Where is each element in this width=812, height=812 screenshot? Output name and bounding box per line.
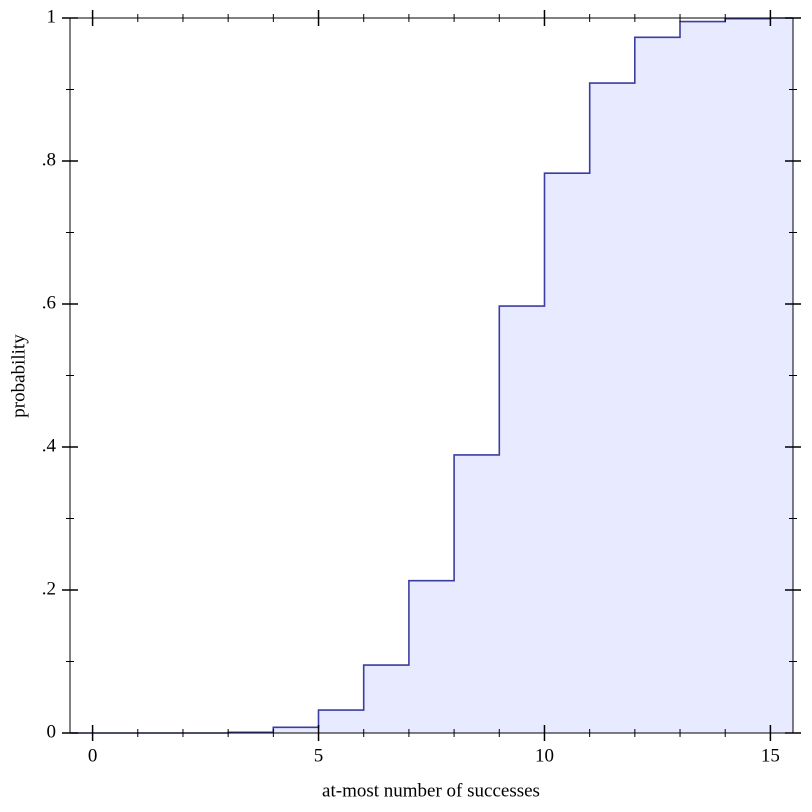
y-tick-label: 1 [47,6,57,27]
x-tick-label: 10 [535,745,554,766]
x-tick-label: 15 [761,745,780,766]
y-tick-label: .4 [42,435,57,456]
y-tick-label: 0 [47,721,57,742]
step-line [70,17,793,734]
y-axis-label: probability [8,334,29,418]
y-tick-label: .6 [42,292,56,313]
y-tick-label: .2 [42,578,56,599]
x-tick-label: 5 [314,745,324,766]
x-axis-label: at-most number of successes [322,780,540,801]
x-tick-label: 0 [88,745,98,766]
y-tick-label: .8 [42,149,56,170]
area [70,18,793,733]
